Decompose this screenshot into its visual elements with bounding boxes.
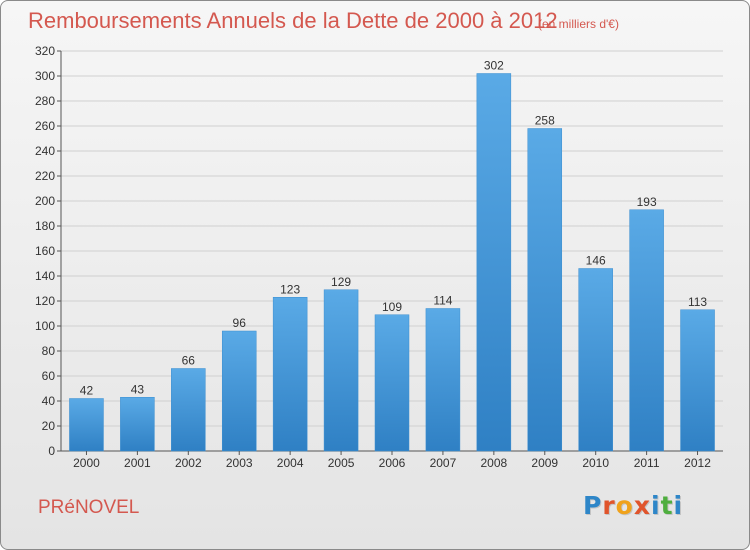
- y-tick-label: 240: [35, 144, 55, 158]
- bar: [323, 289, 359, 452]
- data-label: 42: [80, 384, 94, 398]
- x-tick-label: 2008: [480, 456, 507, 470]
- y-tick-label: 20: [42, 419, 56, 433]
- data-label: 114: [433, 294, 452, 308]
- bar: [425, 308, 461, 452]
- y-tick-label: 100: [35, 319, 55, 333]
- logo-letter: P: [583, 491, 603, 520]
- y-tick-label: 220: [35, 169, 55, 183]
- x-tick-label: 2004: [277, 456, 304, 470]
- x-tick-label: 2005: [328, 456, 355, 470]
- data-label: 258: [535, 114, 555, 128]
- y-tick-label: 260: [35, 119, 55, 133]
- data-label: 193: [637, 195, 657, 209]
- data-label: 302: [484, 59, 504, 73]
- x-tick-label: 2007: [430, 456, 457, 470]
- chart-subtitle: (en milliers d'€): [538, 17, 619, 31]
- y-tick-label: 140: [35, 269, 55, 283]
- commune-name: PRéNOVEL: [38, 497, 140, 518]
- proxiti-logo: Proxiti: [583, 491, 683, 520]
- logo-letter: i: [651, 491, 661, 520]
- data-label: 146: [586, 254, 606, 268]
- y-tick-label: 120: [35, 294, 55, 308]
- x-tick-label: 2010: [582, 456, 609, 470]
- bar: [221, 330, 257, 452]
- bar: [69, 398, 104, 452]
- data-label: 96: [233, 316, 247, 330]
- y-tick-label: 40: [42, 394, 56, 408]
- y-tick-label: 320: [35, 44, 55, 58]
- x-tick-label: 2003: [226, 456, 253, 470]
- y-tick-label: 160: [35, 244, 55, 258]
- logo-letter: o: [615, 491, 634, 520]
- bar: [578, 268, 613, 452]
- logo-letter: t: [660, 491, 674, 520]
- data-label: 123: [280, 282, 300, 296]
- logo-letter: i: [673, 491, 684, 520]
- logo-letter: x: [633, 491, 651, 520]
- x-tick-label: 2011: [634, 456, 660, 470]
- bar: [171, 368, 206, 452]
- y-tick-label: 60: [42, 369, 56, 383]
- x-tick-label: 2002: [175, 456, 202, 470]
- y-tick-label: 0: [48, 444, 55, 458]
- logo-letter: r: [602, 491, 616, 520]
- y-tick-label: 200: [35, 194, 55, 208]
- data-label: 66: [182, 354, 196, 368]
- data-label: 129: [331, 275, 351, 289]
- y-tick-label: 180: [35, 219, 55, 233]
- x-tick-label: 2012: [684, 456, 711, 470]
- chart-title: Remboursements Annuels de la Dette de 20…: [28, 8, 558, 33]
- y-tick-label: 80: [42, 344, 56, 358]
- data-label: 113: [688, 295, 707, 309]
- data-label: 109: [382, 300, 402, 314]
- y-tick-label: 300: [35, 69, 55, 83]
- x-tick-label: 2001: [124, 456, 151, 470]
- bar: [272, 297, 308, 452]
- bar: [527, 128, 563, 452]
- bar: [374, 314, 410, 452]
- x-tick-label: 2006: [379, 456, 406, 470]
- bar: [476, 73, 512, 452]
- x-tick-label: 2000: [73, 456, 100, 470]
- bar: [680, 309, 715, 452]
- y-tick-label: 280: [35, 94, 55, 108]
- data-label: 43: [131, 382, 145, 396]
- bar: [629, 209, 664, 452]
- bar: [120, 397, 155, 452]
- x-tick-label: 2009: [531, 456, 558, 470]
